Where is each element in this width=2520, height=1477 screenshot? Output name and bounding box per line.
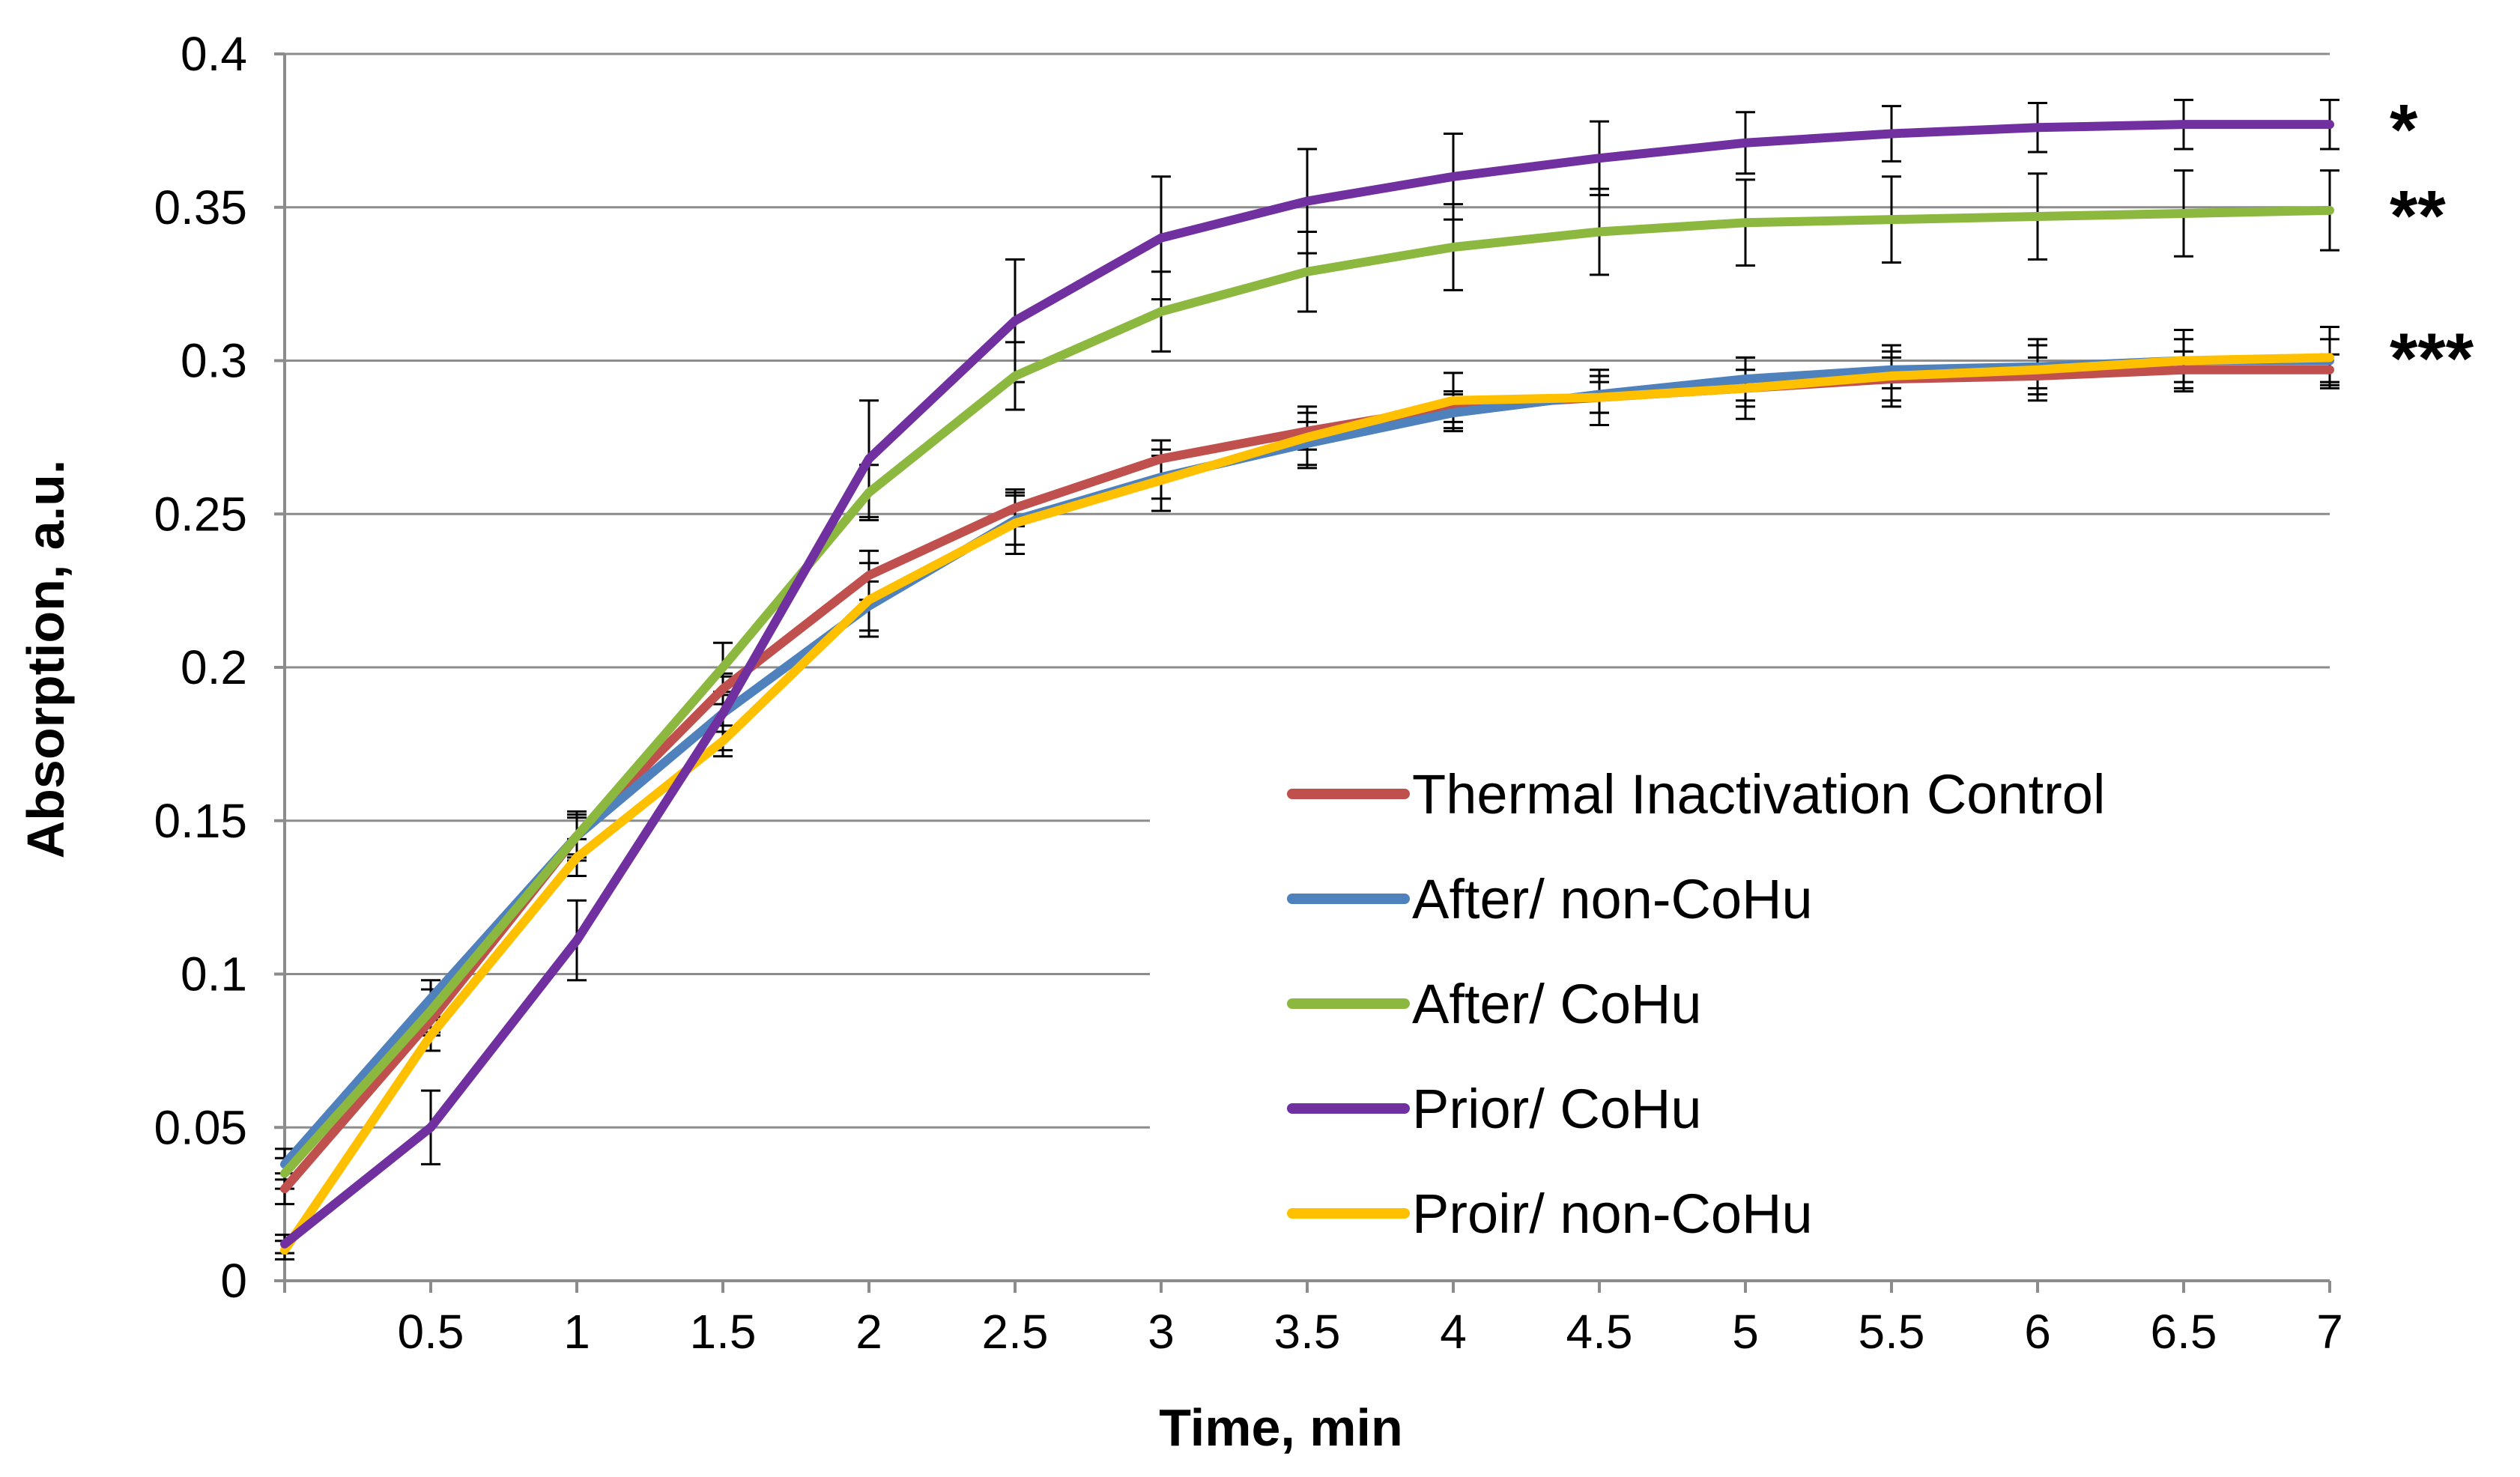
y-axis-title: Absorption, a.u. <box>16 460 75 859</box>
x-tick-label: 5.5 <box>1859 1305 1925 1359</box>
y-tick-label: 0.35 <box>154 181 247 234</box>
legend-label: After/ CoHu <box>1412 973 1702 1035</box>
legend-item: Prior/ CoHu <box>1287 1078 1702 1140</box>
x-tick-label: 6 <box>2024 1305 2051 1359</box>
legend-item: Thermal Inactivation Control <box>1287 763 2105 825</box>
x-tick-label: 7 <box>2316 1305 2343 1359</box>
legend-label: After/ non-CoHu <box>1412 868 1813 930</box>
x-tick-label: 1.5 <box>690 1305 757 1359</box>
y-tick-label: 0.2 <box>181 640 247 694</box>
x-tick-label: 2 <box>855 1305 882 1359</box>
legend: Thermal Inactivation Control After/ non-C… <box>1287 763 2105 1245</box>
significance-annotations: ****** <box>2390 90 2474 398</box>
axes <box>274 52 2331 1293</box>
legend-label: Thermal Inactivation Control <box>1412 763 2105 825</box>
x-tick-label: 5 <box>1732 1305 1759 1359</box>
y-tick-label: 0.4 <box>181 27 247 81</box>
x-tick-label: 3.5 <box>1274 1305 1341 1359</box>
significance-marker: ** <box>2390 176 2446 256</box>
series-line <box>280 365 2334 1194</box>
y-tick-label: 0.25 <box>154 487 247 541</box>
x-tick-label: 1 <box>563 1305 590 1359</box>
series-line <box>280 205 2334 1178</box>
series-line <box>280 120 2334 1249</box>
legend-item: After/ non-CoHu <box>1287 868 1813 930</box>
legend-label: Prior/ CoHu <box>1412 1078 1702 1140</box>
legend-item: Proir/ non-CoHu <box>1287 1183 1813 1245</box>
y-tick-label: 0 <box>220 1254 247 1308</box>
legend-label: Proir/ non-CoHu <box>1412 1183 1813 1245</box>
y-tick-label: 0.05 <box>154 1100 247 1154</box>
x-tick-label: 2.5 <box>982 1305 1049 1359</box>
y-tick-label: 0.15 <box>154 794 247 848</box>
y-tick-label: 0.3 <box>181 334 247 388</box>
x-axis-title: Time, min <box>1159 1398 1402 1457</box>
significance-marker: *** <box>2390 318 2474 398</box>
series-line <box>280 353 2334 1255</box>
legend-item: After/ CoHu <box>1287 973 1702 1035</box>
series-line <box>280 356 2334 1169</box>
y-tick-label: 0.1 <box>181 947 247 1001</box>
series-lines <box>280 120 2334 1255</box>
x-tick-label: 4 <box>1440 1305 1467 1359</box>
significance-marker: * <box>2390 90 2418 170</box>
x-tick-label: 4.5 <box>1566 1305 1633 1359</box>
x-tick-label: 0.5 <box>398 1305 464 1359</box>
x-tick-label: 6.5 <box>2151 1305 2217 1359</box>
tick-labels: 0 0.05 0.1 0.15 0.2 0.25 0.3 0.35 0.4 0.5 1 1.5 2 2.5… <box>154 27 2342 1359</box>
x-tick-label: 3 <box>1148 1305 1175 1359</box>
